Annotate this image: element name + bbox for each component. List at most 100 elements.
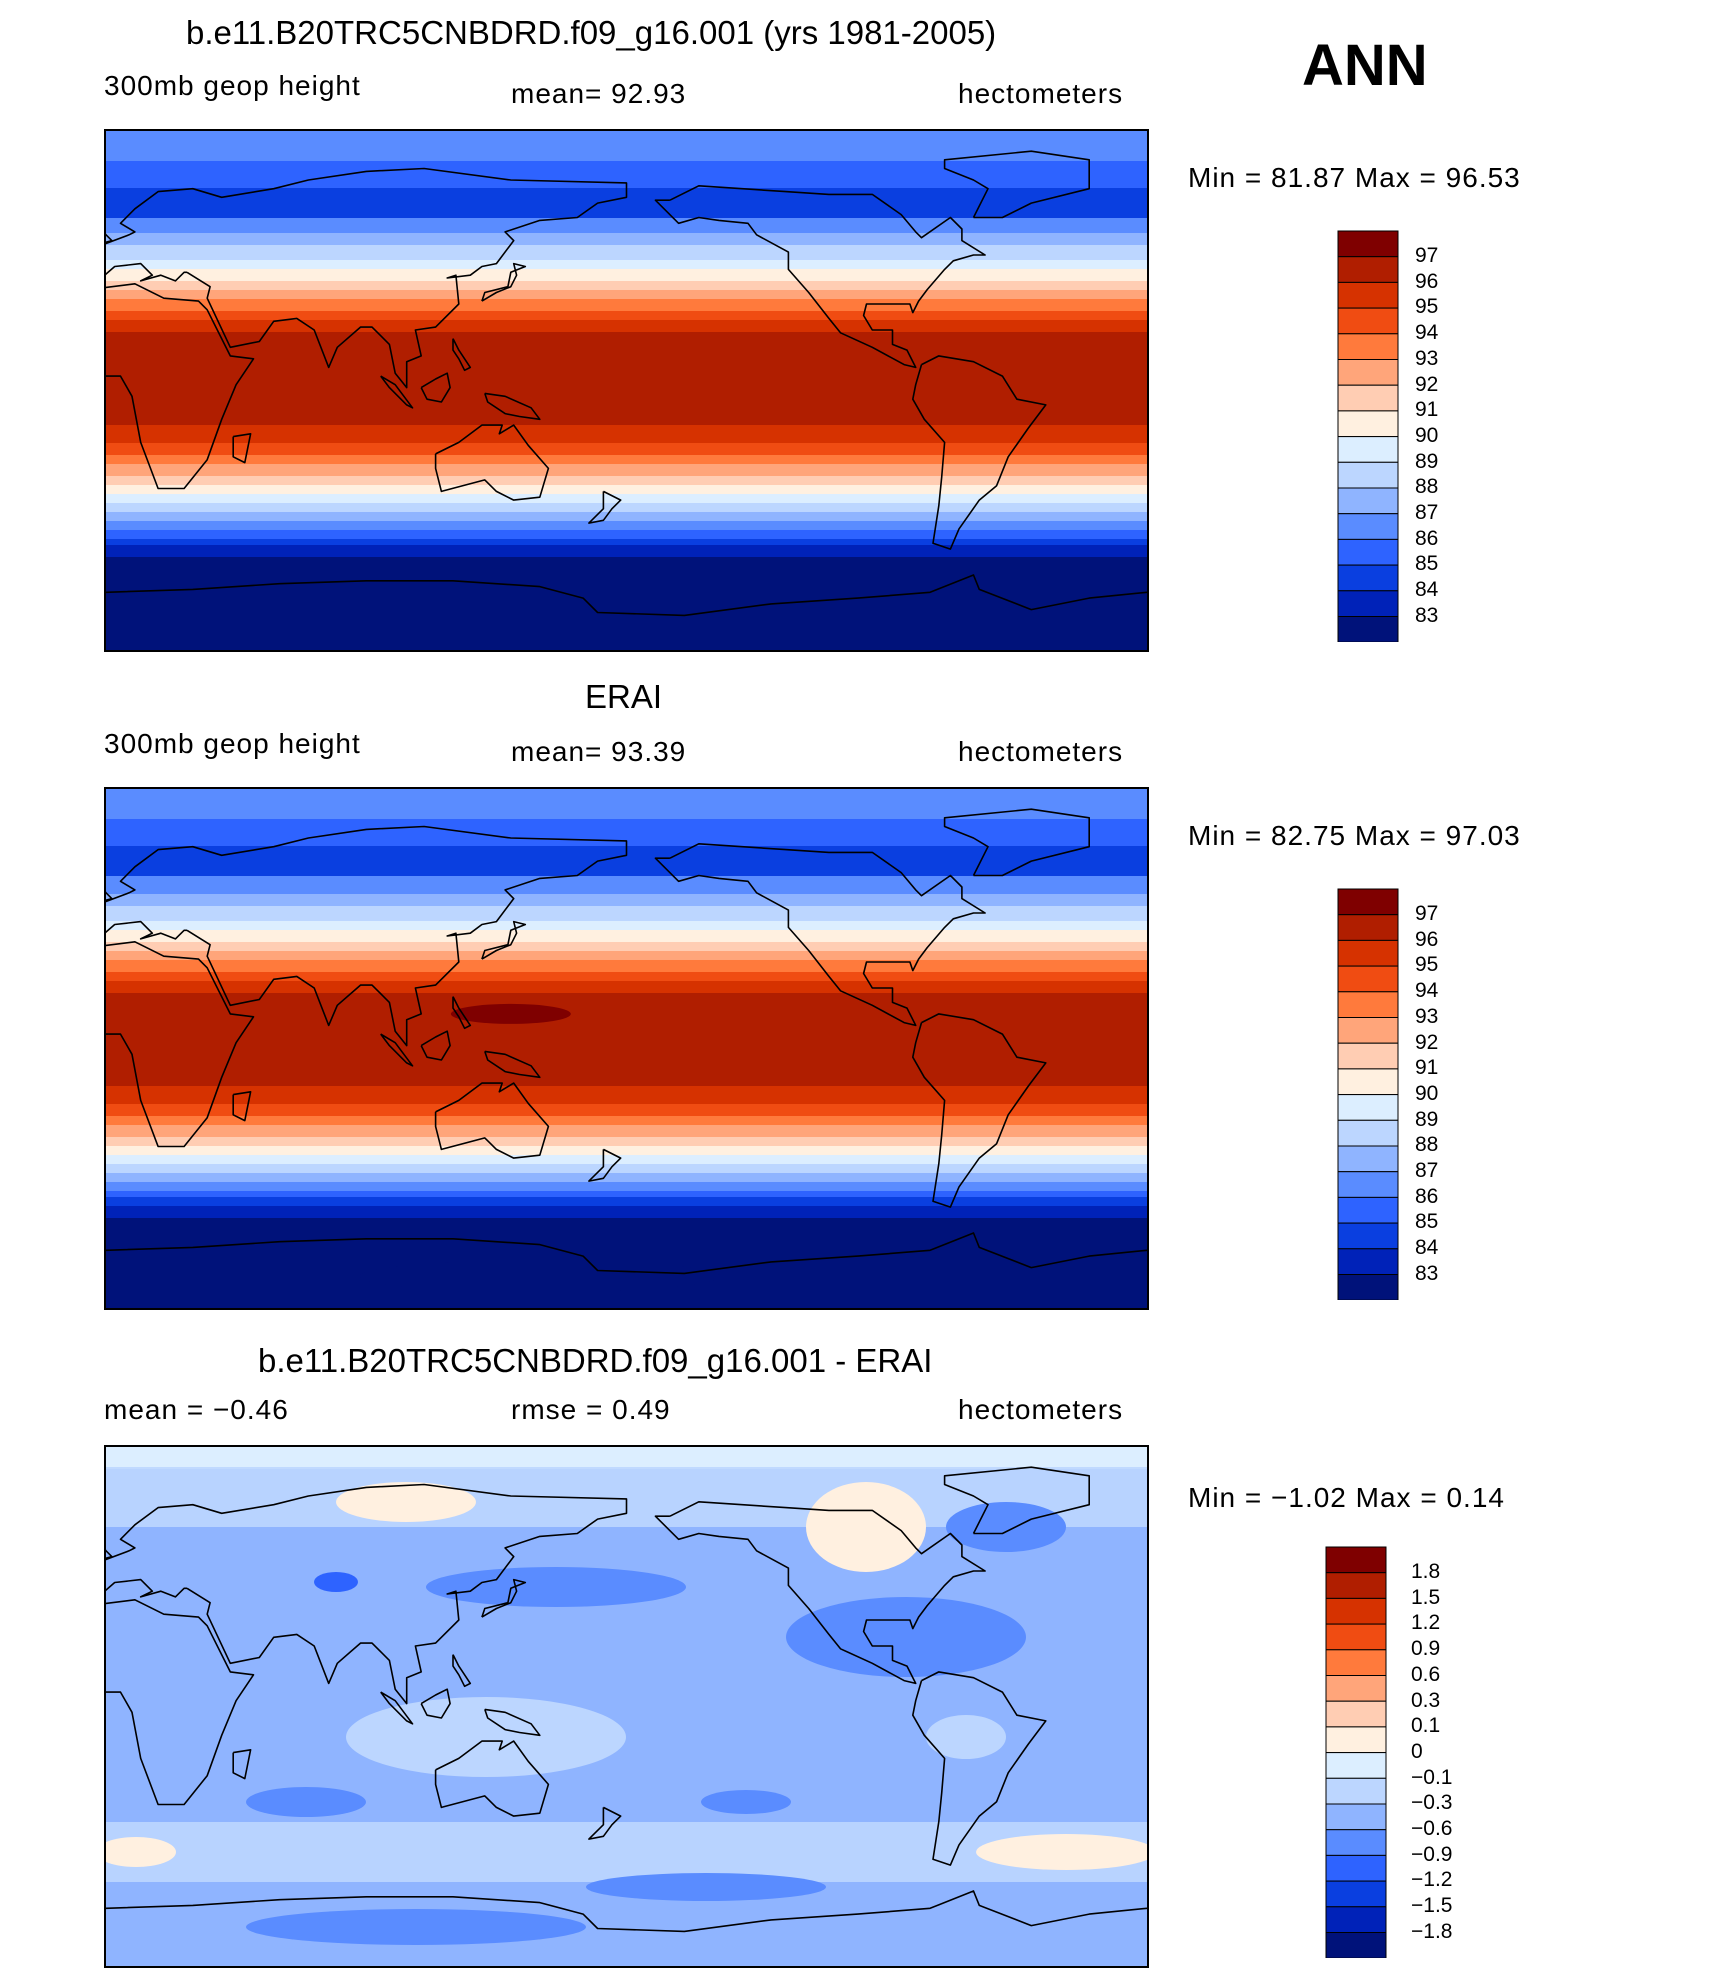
colorbar-tick-label: 1.2 bbox=[1411, 1611, 1441, 1635]
coastline-ng bbox=[484, 1708, 541, 1737]
coastline-japan bbox=[481, 1578, 527, 1618]
colorbar-tick-label: 96 bbox=[1415, 269, 1439, 293]
colorbar-swatch bbox=[1325, 1932, 1387, 1959]
coastline-greenland bbox=[943, 150, 1090, 219]
panel-2-colorbar-labels: 97 96 95 94 93 92 91 90 89 88 87 86 85 84 83 bbox=[1415, 901, 1438, 1287]
min-contour-blob bbox=[359, 1260, 720, 1293]
colorbar-swatch bbox=[1337, 359, 1399, 386]
panel-3-title: b.e11.B20TRC5CNBDRD.f09_g16.001 - ERAI bbox=[258, 1342, 933, 1379]
coastline-eurasia bbox=[106, 1483, 628, 1705]
colorbar-swatch bbox=[1337, 1274, 1399, 1301]
coastline-antarctica bbox=[106, 1890, 1147, 1933]
colorbar-tick-label: 95 bbox=[1415, 295, 1439, 319]
colorbar-tick-label: 93 bbox=[1415, 1004, 1439, 1028]
colorbar-swatch bbox=[1337, 333, 1399, 361]
panel-3-colorbar-svg bbox=[1325, 1546, 1387, 1959]
colorbar-swatch bbox=[1325, 1572, 1387, 1599]
panel-1-mean: mean= 92.93 bbox=[511, 78, 687, 109]
coastline-madagascar bbox=[232, 433, 252, 464]
colorbar-swatch bbox=[1325, 1623, 1387, 1651]
colorbar-tick-label: 86 bbox=[1415, 1184, 1439, 1208]
coastline-africa bbox=[106, 283, 255, 490]
colorbar-swatch bbox=[1325, 1726, 1387, 1754]
colorbar-tick-label: −1.5 bbox=[1411, 1894, 1453, 1918]
coastline-australia bbox=[434, 1740, 550, 1817]
colorbar-swatch bbox=[1337, 590, 1399, 617]
colorbar-swatch bbox=[1337, 1222, 1399, 1250]
coastline-samerica bbox=[912, 355, 1047, 550]
coastline-uk bbox=[106, 1549, 113, 1560]
coastline-samerica bbox=[912, 1013, 1047, 1208]
coastline-antarctica bbox=[106, 1232, 1147, 1275]
colorbar-tick-label: 0.9 bbox=[1411, 1637, 1441, 1661]
colorbar-tick-label: 97 bbox=[1415, 244, 1439, 267]
colorbar-tick-label: 95 bbox=[1415, 953, 1439, 977]
coastline-uk bbox=[106, 233, 113, 244]
panel-2-colorbar-svg bbox=[1337, 888, 1399, 1301]
colorbar-tick-label: 91 bbox=[1415, 1056, 1439, 1080]
colorbar-swatch bbox=[1325, 1752, 1387, 1779]
colorbar-tick-label: 92 bbox=[1415, 372, 1439, 396]
panel-3-minmax: Min = −1.02 Max = 0.14 bbox=[1188, 1482, 1505, 1513]
colorbar-swatch bbox=[1325, 1649, 1387, 1677]
panel-1-units: hectometers bbox=[958, 78, 1124, 109]
coastline-greenland bbox=[943, 808, 1090, 877]
coastline-australia bbox=[434, 424, 550, 501]
colorbar-tick-label: 83 bbox=[1415, 1261, 1439, 1285]
panel-1-colorbar: 97 96 95 94 93 92 91 90 89 88 87 86 85 84 83 bbox=[1337, 230, 1438, 647]
colorbar-swatch bbox=[1337, 1196, 1399, 1224]
colorbar-swatch bbox=[1337, 1017, 1399, 1044]
colorbar-tick-label: 97 bbox=[1415, 902, 1439, 925]
colorbar-swatch bbox=[1337, 230, 1399, 258]
colorbar-swatch bbox=[1325, 1829, 1387, 1856]
panel-1-title: b.e11.B20TRC5CNBDRD.f09_g16.001 (yrs 198… bbox=[186, 14, 997, 51]
colorbar-swatch bbox=[1337, 410, 1399, 438]
colorbar-swatch bbox=[1325, 1803, 1387, 1831]
colorbar-swatch bbox=[1337, 307, 1399, 335]
coastline-japan bbox=[481, 920, 527, 960]
coastline-phil bbox=[452, 338, 472, 372]
panel-1-minmax: Min = 81.87 Max = 96.53 bbox=[1188, 162, 1521, 193]
coastline-sumatra bbox=[380, 1033, 414, 1067]
colorbar-swatch bbox=[1337, 538, 1399, 566]
colorbar-tick-label: 91 bbox=[1415, 398, 1439, 422]
coastline-australia bbox=[434, 1082, 550, 1159]
coastline-africa bbox=[106, 941, 255, 1148]
coastline-sumatra bbox=[380, 1691, 414, 1725]
colorbar-tick-label: −1.2 bbox=[1411, 1868, 1453, 1892]
colorbar-swatch bbox=[1337, 1248, 1399, 1275]
colorbar-swatch bbox=[1337, 1068, 1399, 1096]
colorbar-swatch bbox=[1337, 487, 1399, 515]
colorbar-swatch bbox=[1325, 1777, 1387, 1805]
panel-1-colorbar-svg bbox=[1337, 230, 1399, 643]
panel-2-units: hectometers bbox=[958, 736, 1124, 767]
colorbar-tick-label: 0.1 bbox=[1411, 1714, 1441, 1738]
coastline-namerica bbox=[654, 185, 986, 369]
colorbar-swatch bbox=[1337, 1119, 1399, 1147]
colorbar-tick-label: −0.6 bbox=[1411, 1817, 1453, 1841]
colorbar-tick-label: 85 bbox=[1415, 552, 1439, 576]
panel-2-variable: 300mb geop height bbox=[104, 728, 361, 759]
colorbar-swatch bbox=[1337, 965, 1399, 993]
colorbar-swatch bbox=[1337, 1171, 1399, 1198]
colorbar-tick-label: 84 bbox=[1415, 578, 1439, 602]
colorbar-swatch bbox=[1337, 1042, 1399, 1070]
colorbar-tick-label: 93 bbox=[1415, 346, 1439, 370]
panel-2-mean: mean= 93.39 bbox=[511, 736, 687, 767]
panel-3-mean: mean = −0.46 bbox=[104, 1394, 289, 1425]
panel-1-variable: 300mb geop height bbox=[104, 70, 361, 101]
colorbar-tick-label: 0 bbox=[1411, 1739, 1423, 1763]
coastline-uk bbox=[106, 891, 113, 902]
colorbar-tick-label: 96 bbox=[1415, 927, 1439, 951]
coastline-antarctica bbox=[106, 574, 1147, 617]
colorbar-tick-label: −1.8 bbox=[1411, 1919, 1453, 1943]
colorbar-tick-label: 1.5 bbox=[1411, 1585, 1441, 1609]
coastlines bbox=[106, 150, 1147, 617]
coastline-phil bbox=[452, 1654, 472, 1688]
colorbar-swatch bbox=[1325, 1854, 1387, 1882]
colorbar-swatch bbox=[1337, 513, 1399, 540]
panel-3-map-svg bbox=[106, 1447, 1147, 1966]
coastline-greenland bbox=[943, 1466, 1090, 1535]
colorbar-tick-label: 89 bbox=[1415, 449, 1439, 473]
coastline-sumatra bbox=[380, 375, 414, 409]
